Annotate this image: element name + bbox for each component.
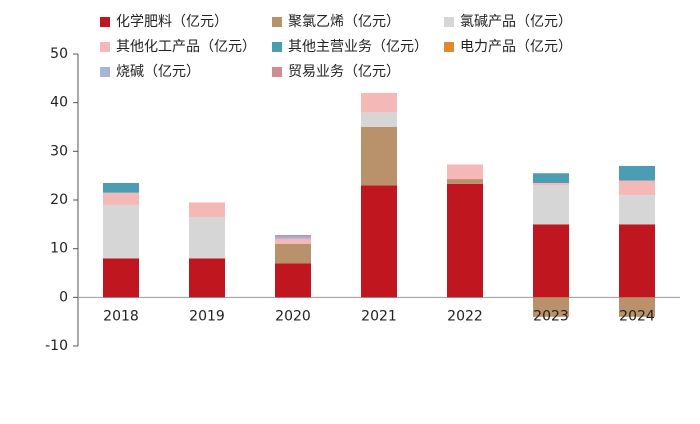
bar-segment (619, 224, 655, 298)
bar-segment (275, 243, 311, 264)
legend-swatch (272, 67, 282, 77)
bar-segment (619, 297, 655, 317)
x-tick-label: 2018 (103, 308, 139, 324)
legend-label: 贸易业务（亿元） (288, 64, 400, 80)
bar-segment (533, 224, 569, 298)
legend-label: 电力产品（亿元） (460, 39, 572, 55)
bar-segment (189, 258, 225, 298)
bar-segment (361, 92, 397, 113)
y-tick-label: -10 (45, 338, 68, 354)
bar-segment (447, 183, 483, 298)
x-tick-label: 2024 (619, 308, 655, 324)
bar-segment (447, 179, 483, 184)
bar-segment (103, 182, 139, 193)
bar-segment (103, 204, 139, 259)
legend-swatch (444, 17, 454, 27)
legend-swatch (100, 42, 110, 52)
y-tick-label: 50 (50, 46, 68, 62)
legend-label: 聚氯乙烯（亿元） (288, 14, 400, 30)
bar-segment (619, 165, 655, 181)
y-tick-label: 40 (50, 95, 68, 111)
x-tick-label: 2022 (447, 308, 483, 324)
legend-label: 其他主营业务（亿元） (288, 39, 428, 55)
x-tick-label: 2021 (361, 308, 397, 324)
legend-label: 其他化工产品（亿元） (116, 39, 256, 55)
y-tick-label: 20 (50, 192, 68, 208)
bar-segment (619, 195, 655, 225)
bar-segment (533, 297, 569, 317)
x-tick-label: 2020 (275, 308, 311, 324)
legend-label: 烧碱（亿元） (116, 64, 200, 80)
legend-swatch (272, 17, 282, 27)
bar-segment (275, 235, 311, 237)
legend-swatch (100, 67, 110, 77)
bar-segment (103, 192, 139, 205)
y-tick-label: 0 (59, 289, 68, 305)
y-tick-label: 10 (50, 241, 68, 257)
bar-segment (619, 180, 655, 196)
bar-segment (189, 202, 225, 218)
bar-segment (275, 263, 311, 298)
legend-label: 化学肥料（亿元） (116, 14, 228, 30)
bar-segment (189, 217, 225, 259)
bar-segment (447, 164, 483, 180)
x-tick-label: 2019 (189, 308, 225, 324)
y-tick-label: 30 (50, 143, 68, 159)
bar-segment (361, 112, 397, 127)
legend-swatch (444, 42, 454, 52)
bar-segment (533, 185, 569, 225)
legend-swatch (272, 42, 282, 52)
bar-segment (275, 236, 311, 239)
legend-swatch (100, 17, 110, 27)
bar-segment (533, 182, 569, 186)
x-tick-label: 2023 (533, 308, 569, 324)
bar-segment (361, 127, 397, 186)
bar-segment (361, 185, 397, 298)
bar-segment (533, 173, 569, 183)
legend-label: 氯碱产品（亿元） (460, 14, 572, 30)
bar-segment (103, 258, 139, 298)
bar-segment (275, 238, 311, 244)
